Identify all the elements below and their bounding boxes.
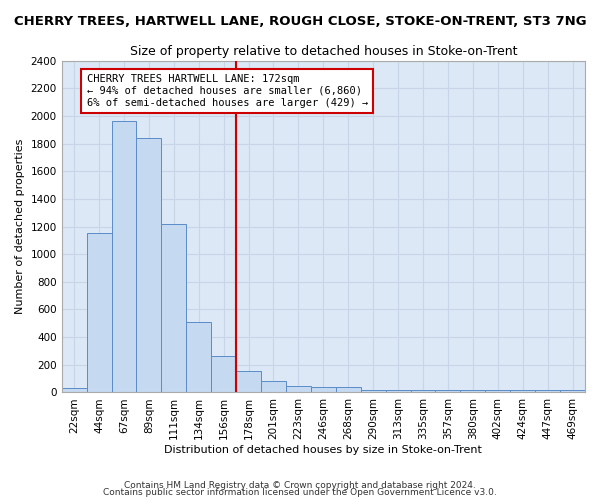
Text: Contains HM Land Registry data © Crown copyright and database right 2024.: Contains HM Land Registry data © Crown c… [124, 480, 476, 490]
Bar [510, 390, 535, 392]
Bar [62, 388, 86, 392]
Y-axis label: Number of detached properties: Number of detached properties [15, 139, 25, 314]
Text: CHERRY TREES HARTWELL LANE: 172sqm
← 94% of detached houses are smaller (6,860)
: CHERRY TREES HARTWELL LANE: 172sqm ← 94%… [86, 74, 368, 108]
Bar [535, 390, 560, 392]
Bar [286, 386, 311, 392]
Bar [361, 390, 386, 392]
Bar [485, 390, 510, 392]
Bar [410, 390, 436, 392]
Bar [336, 387, 361, 392]
Bar [386, 390, 410, 392]
Bar [136, 138, 161, 392]
Bar [211, 356, 236, 393]
Bar [186, 322, 211, 392]
X-axis label: Distribution of detached houses by size in Stoke-on-Trent: Distribution of detached houses by size … [164, 445, 482, 455]
Bar [311, 387, 336, 392]
Bar [112, 122, 136, 392]
Bar [436, 390, 460, 392]
Title: Size of property relative to detached houses in Stoke-on-Trent: Size of property relative to detached ho… [130, 45, 517, 58]
Bar [236, 371, 261, 392]
Bar [560, 390, 585, 392]
Bar [86, 234, 112, 392]
Bar [161, 224, 186, 392]
Bar [261, 380, 286, 392]
Text: Contains public sector information licensed under the Open Government Licence v3: Contains public sector information licen… [103, 488, 497, 497]
Text: CHERRY TREES, HARTWELL LANE, ROUGH CLOSE, STOKE-ON-TRENT, ST3 7NG: CHERRY TREES, HARTWELL LANE, ROUGH CLOSE… [14, 15, 586, 28]
Bar [460, 390, 485, 392]
